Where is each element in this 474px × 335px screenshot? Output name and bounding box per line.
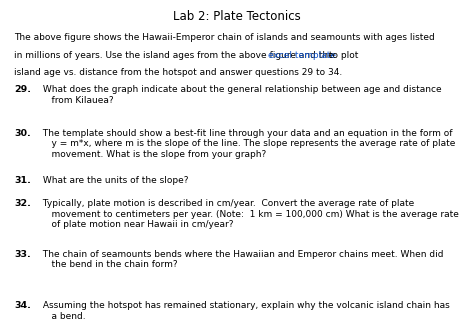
Text: What does the graph indicate about the general relationship between age and dist: What does the graph indicate about the g… [40,85,442,105]
Text: island age vs. distance from the hotspot and answer questions 29 to 34.: island age vs. distance from the hotspot… [14,68,343,77]
Text: Assuming the hotspot has remained stationary, explain why the volcanic island ch: Assuming the hotspot has remained statio… [40,302,450,321]
Text: 29.: 29. [14,85,31,94]
Text: Typically, plate motion is described in cm/year.  Convert the average rate of pl: Typically, plate motion is described in … [40,199,459,229]
Text: 31.: 31. [14,176,31,185]
Text: 34.: 34. [14,302,31,311]
Text: in millions of years. Use the island ages from the above figure and the: in millions of years. Use the island age… [14,51,337,60]
Text: 30.: 30. [14,129,31,138]
Text: Lab 2: Plate Tectonics: Lab 2: Plate Tectonics [173,10,301,23]
Text: excel template: excel template [268,51,336,60]
Text: What are the units of the slope?: What are the units of the slope? [40,176,189,185]
Text: The template should show a best-fit line through your data and an equation in th: The template should show a best-fit line… [40,129,456,159]
Text: The chain of seamounts bends where the Hawaiian and Emperor chains meet. When di: The chain of seamounts bends where the H… [40,250,444,269]
Text: 32.: 32. [14,199,31,208]
Text: to plot: to plot [326,51,358,60]
Text: 33.: 33. [14,250,31,259]
Text: The above figure shows the Hawaii-Emperor chain of islands and seamounts with ag: The above figure shows the Hawaii-Empero… [14,34,435,43]
